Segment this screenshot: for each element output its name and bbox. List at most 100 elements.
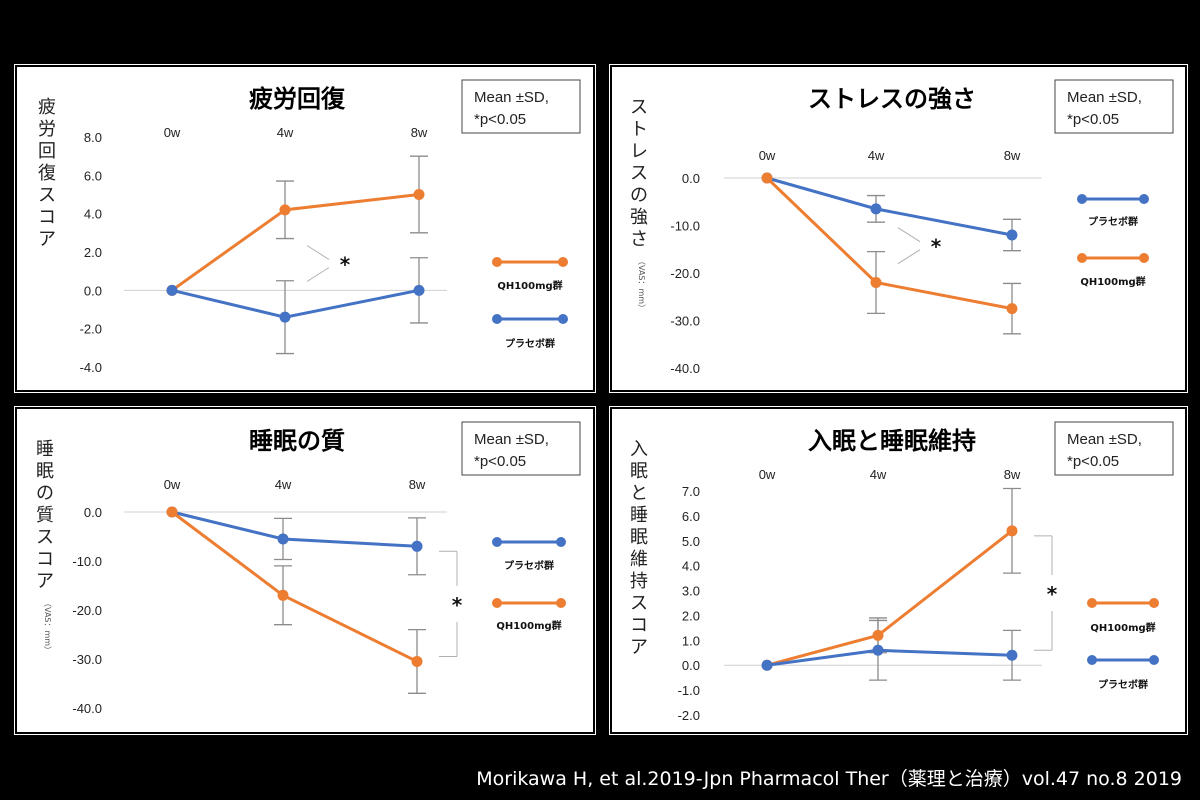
legend-swatch-point [1077,253,1087,263]
y-tick-label: -2.0 [80,322,102,337]
chart-panel-sleep-onset: 入眠と睡眠維持 Mean ±SD, *p<0.05 入眠と睡眠維持スコア 7.0 6.0 5… [609,406,1188,735]
y-tick-label: 1.0 [682,633,700,648]
y-axis-label-char: 労 [38,119,56,140]
stats-note-box [1054,79,1174,134]
y-tick-label: 4.0 [682,559,700,574]
y-tick-label: 4.0 [84,207,102,222]
x-category-label: 0w [164,477,181,492]
data-point [413,189,425,200]
y-axis-label-char: ト [630,119,648,140]
data-point [1006,303,1018,315]
y-axis-label-char: ア [36,571,54,592]
y-axis-label-char: 維 [630,549,648,570]
legend-swatch-point [492,598,502,608]
legend-swatch-point [558,314,568,324]
stats-note-box [1054,421,1174,476]
data-point [870,277,882,288]
x-category-label: 4w [868,148,885,163]
chart-svg: 入眠と睡眠維持 Mean ±SD,*p<0.05入眠と睡眠維持スコア7.06.05… [630,421,1174,723]
legend-swatch-point [1139,194,1149,204]
x-category-label: 4w [277,125,294,140]
y-axis-label-char: 眠 [36,461,54,482]
y-axis-unit-label: （VAS：mm） [43,599,52,654]
series-line [766,648,1013,667]
chart-title: 入眠と睡眠維持 [808,427,976,455]
x-category-label: 8w [411,125,428,140]
y-axis-label-char: ス [630,593,648,614]
x-category-label: 8w [1004,467,1021,482]
y-axis-label-char: の [630,185,648,206]
stats-note-line: *p<0.05 [474,453,526,470]
y-tick-label: 3.0 [682,584,700,599]
legend-swatch-point [558,257,568,267]
legend-label: プラセボ群 [505,337,555,350]
significance-connector [897,227,921,243]
stats-note-line: *p<0.05 [474,111,526,128]
y-tick-label: 5.0 [682,534,700,549]
legend-label: プラセボ群 [1088,215,1138,228]
y-axis-label-char: 疲 [38,97,56,118]
data-point [279,311,291,323]
stats-note-line: Mean ±SD, [474,89,549,106]
legend-swatch-point [556,598,566,608]
y-tick-label: -4.0 [80,360,102,375]
stats-note-line: Mean ±SD, [1067,89,1142,106]
chart-title: ストレスの強さ [808,85,976,113]
y-tick-label: 0.0 [682,658,700,673]
y-axis-label-char: 質 [36,505,54,526]
y-tick-label: -30.0 [72,652,102,667]
data-point [761,659,773,671]
x-category-label: 8w [1004,148,1021,163]
y-axis-label-char: 持 [630,571,648,592]
y-axis-label-char: ス [36,527,54,548]
y-axis-label-char: 睡 [36,439,54,460]
significance-star: * [452,593,463,617]
stats-note-line: *p<0.05 [1067,453,1119,470]
y-tick-label: 6.0 [84,168,102,183]
chart-panel-fatigue-recovery: 疲労回復 Mean ±SD, *p<0.05 疲労回復スコア 8.0 6.0 4.0 2.0 0… [14,64,596,393]
data-point [411,540,423,552]
legend-label: QH100mg群 [496,619,561,632]
legend-swatch-point [1087,655,1097,665]
y-axis-unit-label: （VAS：mm） [637,257,646,312]
data-point [872,644,884,656]
y-tick-label: -20.0 [670,266,700,281]
chart-title: 疲労回復 [249,85,346,113]
y-axis-label-char: コ [630,615,648,636]
series-line [171,288,420,319]
y-axis-label-char: と [630,483,648,504]
legend-swatch-point [1149,655,1159,665]
y-axis-label-char: ス [630,163,648,184]
series-line [171,193,420,292]
y-tick-label: -1.0 [678,683,700,698]
significance-connector [897,249,921,265]
y-axis-label-char: 睡 [630,505,648,526]
y-axis-label-char: ア [630,637,648,658]
y-axis-label-char: 眠 [630,461,648,482]
y-tick-label: 8.0 [84,130,102,145]
stats-note-box [461,79,581,134]
y-tick-label: -20.0 [72,603,102,618]
legend-label: QH100mg群 [1080,275,1145,288]
chart-svg: ストレスの強さ Mean ±SD,*p<0.05ストレスの強さ（VAS：mm）0.… [630,79,1174,376]
data-point [1006,649,1018,661]
y-tick-label: 0.0 [84,505,102,520]
series-line [171,510,418,663]
significance-connector [306,267,330,282]
legend-swatch-point [492,257,502,267]
legend-swatch-point [492,314,502,324]
chart-panel-sleep-quality: 睡眠の質 Mean ±SD, *p<0.05 睡眠の質スコア （VAS：mm） 0.0 -1… [14,406,596,735]
y-tick-label: 7.0 [682,484,700,499]
y-tick-label: -40.0 [72,701,102,716]
stats-note-line: Mean ±SD, [1067,431,1142,448]
y-axis-label-char: コ [36,549,54,570]
legend-swatch-point [1077,194,1087,204]
y-tick-label: 2.0 [84,245,102,260]
legend-swatch-point [1149,598,1159,608]
legend-label: プラセボ群 [1098,678,1148,691]
y-axis-label-char: 強 [630,207,648,228]
y-tick-label: -10.0 [670,219,700,234]
y-axis-label-char: 回 [38,141,56,162]
legend-swatch-point [1087,598,1097,608]
y-tick-label: -10.0 [72,554,102,569]
